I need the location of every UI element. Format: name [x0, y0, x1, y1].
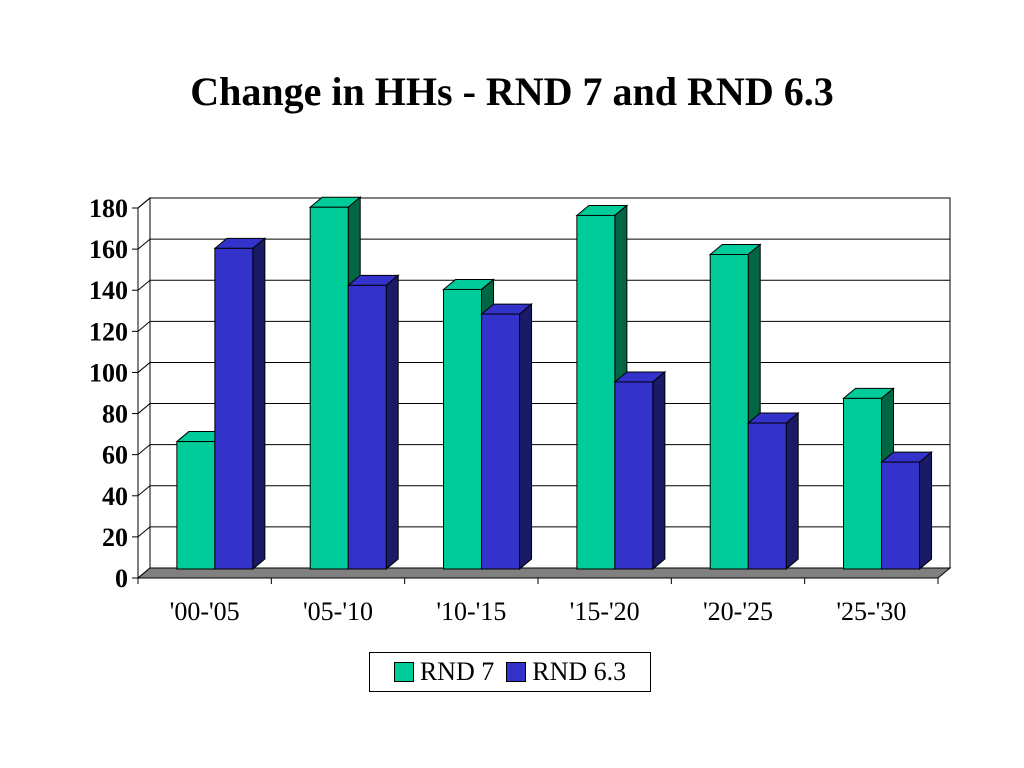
x-tick-label: '00-'05 [170, 597, 240, 626]
bar-front-face [347, 284, 387, 570]
chart-legend: RND 7 RND 6.3 [369, 652, 651, 692]
gridline-side [137, 485, 151, 497]
gridline-side [137, 320, 151, 332]
bar-front-face [576, 214, 616, 570]
x-tick-label: '10-'15 [436, 597, 506, 626]
legend-label-rnd-6-3: RND 6.3 [532, 657, 627, 686]
bar-rnd-6-3-1 [346, 274, 400, 571]
x-tick-label: '05-'10 [303, 597, 373, 626]
bar-side-face [385, 274, 399, 571]
legend-swatch-rnd-7 [393, 662, 414, 682]
bar-side-face [252, 237, 266, 571]
gridline-side [137, 362, 151, 373]
y-tick-label: 100 [89, 358, 128, 387]
gridline-side [137, 197, 151, 209]
back-wall [149, 197, 951, 569]
y-tick-label: 160 [89, 235, 128, 264]
bar-side-face [652, 370, 666, 571]
bar-rnd-6-3-4 [746, 411, 800, 571]
side-wall [137, 196, 151, 580]
legend-item-rnd-6-3: RND 6.3 [506, 657, 626, 687]
bar-rnd-6-3-3 [613, 370, 667, 571]
gridline-side [137, 403, 151, 414]
bar-rnd-7-5 [842, 387, 895, 571]
bar-front-face [843, 397, 883, 570]
bar-rnd-6-3-2 [480, 303, 533, 571]
y-tick-label: 60 [102, 441, 128, 470]
bar-front-face [443, 288, 483, 570]
x-tick-label: '15-'20 [570, 597, 640, 626]
bar-front-face [709, 254, 749, 570]
bar-front-face [176, 441, 216, 570]
bar-side-face [519, 303, 533, 571]
y-tick-label: 40 [102, 482, 128, 511]
gridline-side [137, 279, 151, 291]
gridline-side [137, 526, 151, 538]
bars [175, 196, 933, 571]
bar-front-face [214, 247, 254, 570]
y-tick-label: 20 [102, 523, 128, 552]
bar-chart: 0 20 40 60 80 100 120 140 160 180 '00-'05 '05-'10 '1… [89, 194, 952, 626]
gridlines [136, 196, 952, 580]
y-tick-label: 180 [89, 194, 128, 223]
y-tick-label: 0 [115, 564, 128, 593]
gridline-side [137, 444, 151, 456]
y-tick-label: 80 [102, 400, 128, 429]
chart-title: Change in HHs - RND 7 and RND 6.3 [190, 69, 834, 114]
legend-label-rnd-7: RND 7 [419, 657, 495, 686]
gridline-side [137, 238, 151, 250]
bar-side-face [785, 411, 799, 571]
bar-front-face [881, 461, 921, 570]
bar-front-face [614, 381, 654, 570]
axes [132, 207, 939, 584]
y-tick-label: 120 [89, 317, 128, 346]
legend-swatch-rnd-6-3 [506, 662, 527, 682]
x-tick-label: '20-'25 [703, 597, 773, 626]
bar-rnd-6-3-0 [213, 237, 267, 571]
bar-front-face [481, 313, 521, 570]
x-tick-label: '25-'30 [836, 597, 906, 626]
bar-front-face [309, 206, 349, 570]
axis-labels: 0 20 40 60 80 100 120 140 160 180 '00-'05 '05-'10 '1… [89, 194, 906, 626]
y-tick-label: 140 [89, 276, 128, 305]
bar-side-face [919, 451, 933, 571]
legend-item-rnd-7: RND 7 [393, 657, 495, 687]
floor [136, 567, 952, 579]
bar-rnd-6-3-5 [880, 451, 933, 571]
bar-front-face [747, 422, 787, 570]
